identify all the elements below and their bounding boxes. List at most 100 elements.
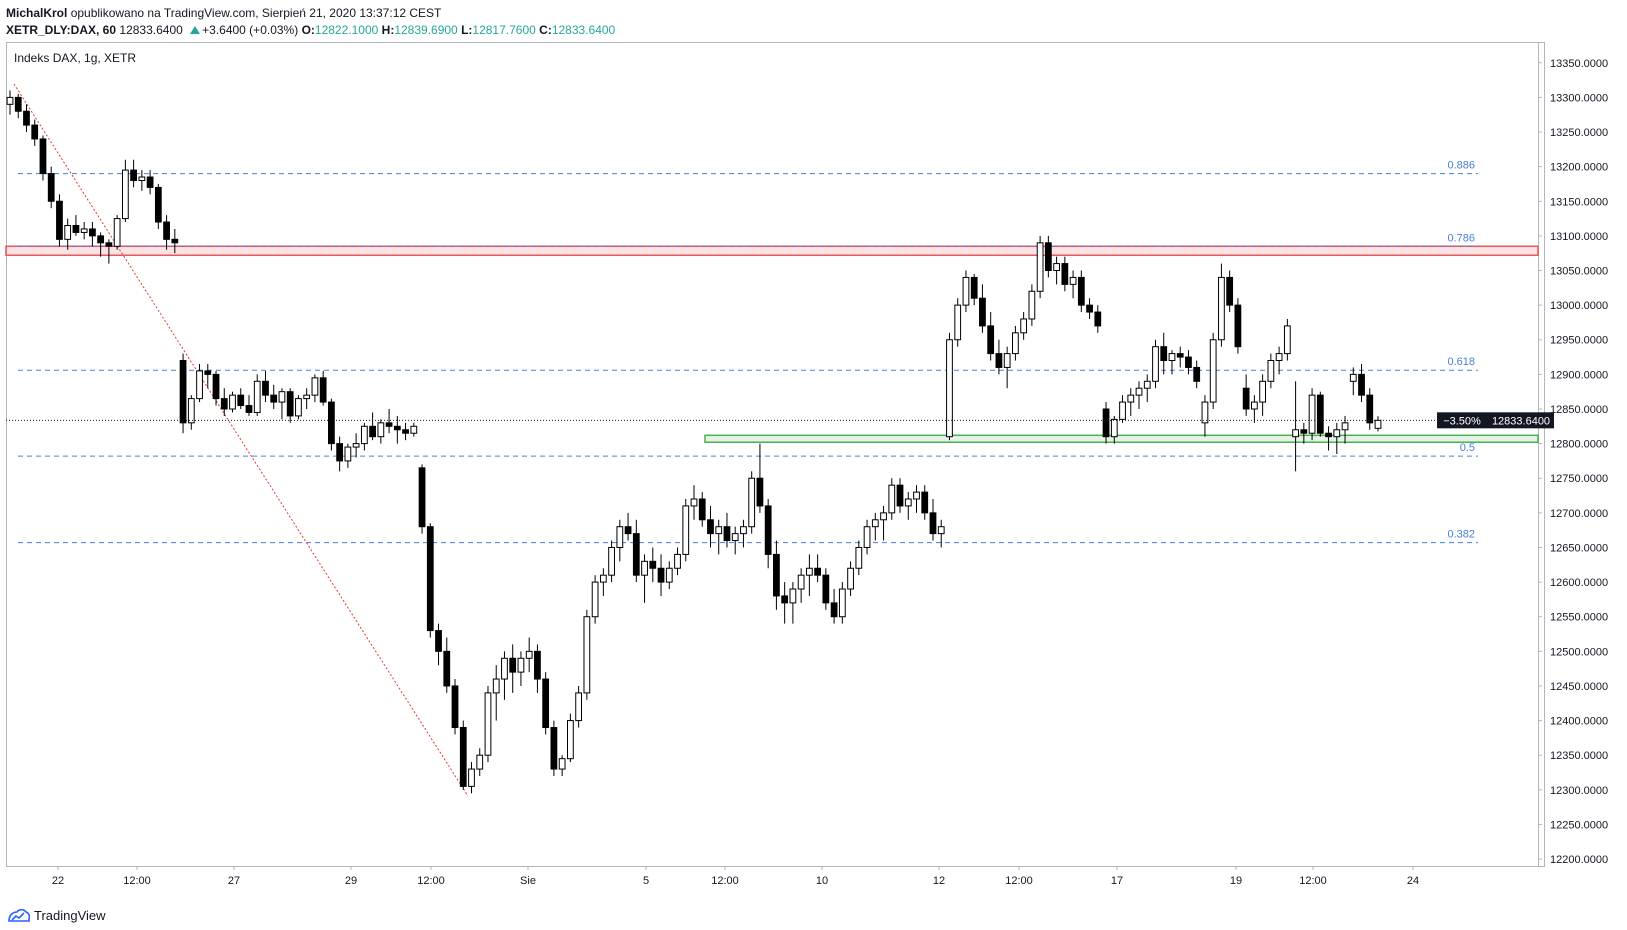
candle <box>665 561 673 590</box>
candle-body-up <box>377 422 385 438</box>
candle-body-down <box>896 484 904 507</box>
candle-body-down <box>1358 373 1365 396</box>
candle <box>1069 270 1077 299</box>
current-price-label: 12833.6400 <box>1492 415 1550 427</box>
candle <box>1366 388 1374 430</box>
candle-body-down <box>1325 432 1332 438</box>
candle <box>1110 415 1118 444</box>
resistance-zone[interactable] <box>5 245 1539 257</box>
candle <box>624 512 632 541</box>
y-tick-label: 12300.0000 <box>1550 785 1608 797</box>
y-tick-label: 13100.0000 <box>1550 231 1608 243</box>
candle-body-up <box>1209 339 1217 403</box>
y-tick-label: 13000.0000 <box>1550 300 1608 312</box>
candle-body-up <box>229 394 236 410</box>
trendline[interactable] <box>13 83 469 797</box>
candle <box>1259 374 1267 416</box>
candle-body-up <box>748 477 756 528</box>
candle-body-up <box>1020 318 1028 334</box>
tradingview-footer[interactable]: TradingView <box>8 908 106 923</box>
candle <box>1012 325 1019 361</box>
candle-body-down <box>550 727 558 770</box>
candle-body-up <box>295 398 302 417</box>
candle <box>690 485 698 520</box>
candle <box>163 215 170 250</box>
publish-info: MichalKrol opublikowano na TradingView.c… <box>6 6 441 20</box>
candle-body-up <box>1251 401 1258 410</box>
candle <box>31 119 39 146</box>
candle-body-up <box>871 519 879 528</box>
candle <box>1143 374 1151 403</box>
candle <box>352 433 360 458</box>
publish-text: opublikowano na TradingView.com, Sierpie… <box>70 6 442 20</box>
tradingview-brand: TradingView <box>34 908 106 923</box>
candle <box>113 215 121 250</box>
y-tick-label: 13200.0000 <box>1550 162 1608 174</box>
candle <box>987 312 995 361</box>
candle-body-down <box>1300 429 1308 434</box>
candle <box>295 395 302 420</box>
change-badge <box>1437 412 1488 429</box>
candle-body-up <box>517 657 525 673</box>
candle <box>1036 235 1044 299</box>
candle-body-up <box>583 616 591 694</box>
candle-body-up <box>484 692 492 756</box>
candle <box>657 554 665 596</box>
candle-body-up <box>1003 353 1011 368</box>
candle <box>459 720 467 790</box>
candle-body-up <box>1267 360 1275 382</box>
up-arrow-icon <box>190 26 201 34</box>
candle <box>1242 374 1250 416</box>
candle <box>756 443 764 513</box>
candle <box>1275 346 1283 375</box>
candle-body-up <box>946 339 953 438</box>
x-tick-label: Sie <box>520 875 536 887</box>
chart-frame <box>6 42 1545 867</box>
candle-body-up <box>1292 429 1299 438</box>
candle-body-up <box>1275 353 1283 362</box>
candle <box>484 685 492 763</box>
candle <box>830 589 838 624</box>
y-tick-label: 12600.0000 <box>1550 577 1608 589</box>
author-name[interactable]: MichalKrol <box>6 6 68 20</box>
candle <box>649 547 657 583</box>
candle-body-up <box>797 574 805 590</box>
candle-body-up <box>715 526 723 535</box>
candle <box>773 540 780 610</box>
candle-body-up <box>253 380 261 413</box>
candle-body-down <box>814 567 821 576</box>
candle-body-up <box>121 169 129 220</box>
candle-body-up <box>1143 380 1151 389</box>
candle-body-down <box>1242 387 1250 410</box>
support-zone[interactable] <box>704 434 1539 443</box>
candle <box>121 159 129 223</box>
candle <box>212 370 220 406</box>
candle-body-up <box>1036 242 1044 292</box>
candle-body-up <box>1053 263 1060 272</box>
open-label: O: <box>301 23 315 37</box>
candle <box>1218 263 1225 347</box>
candle-body-down <box>212 373 220 400</box>
candle-body-up <box>616 526 624 548</box>
candle-body-up <box>1283 325 1291 355</box>
candle <box>418 464 426 534</box>
candle-body-down <box>1193 366 1201 382</box>
candle <box>814 554 821 583</box>
candle <box>682 499 690 562</box>
candle-body-down <box>56 200 63 240</box>
y-tick-label: 12650.0000 <box>1550 542 1608 554</box>
candle <box>904 492 912 520</box>
x-tick-label: 12:00 <box>417 875 445 887</box>
candle-body-up <box>80 228 88 233</box>
fib-level-label: 0.786 <box>1447 232 1475 244</box>
candle-body-down <box>385 422 393 427</box>
candle-body-up <box>1168 353 1176 362</box>
candle-body-up <box>352 443 360 448</box>
candle <box>23 104 30 133</box>
candle <box>509 644 517 693</box>
candle <box>270 384 278 409</box>
candle-body-down <box>1185 356 1192 368</box>
y-tick-label: 13300.0000 <box>1550 92 1608 104</box>
candle <box>1077 270 1085 313</box>
